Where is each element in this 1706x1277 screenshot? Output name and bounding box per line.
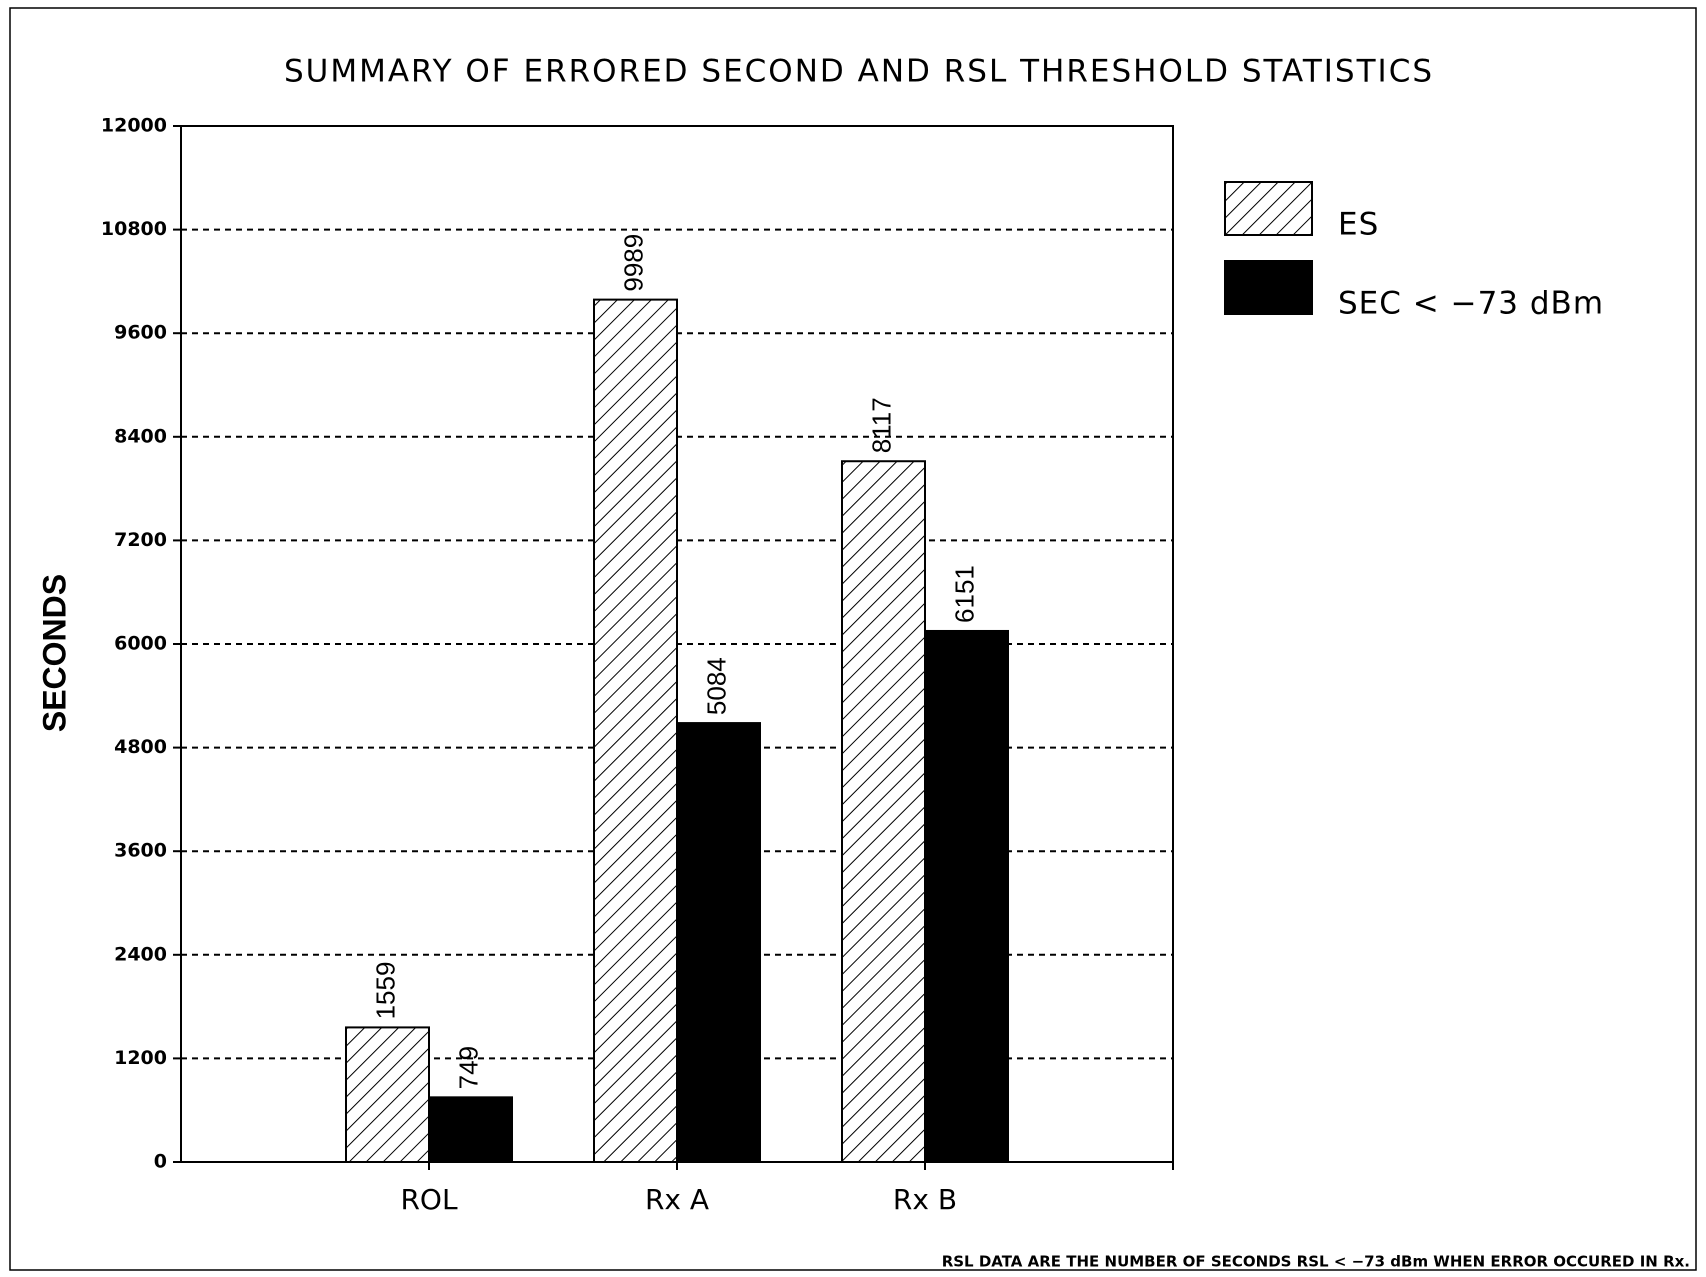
y-tick-label: 6000 [114, 633, 167, 655]
y-tick-label: 0 [154, 1151, 167, 1173]
y-tick-label: 2400 [114, 943, 167, 965]
bar [345, 1026, 430, 1164]
y-tick-label: 7200 [114, 529, 167, 551]
y-tick-label: 3600 [114, 840, 167, 862]
chart-title: SUMMARY OF ERRORED SECOND AND RSL THRESH… [284, 54, 1434, 90]
legend-label: SEC < −73 dBm [1338, 286, 1604, 322]
x-tick-label: Rx A [645, 1183, 709, 1216]
x-tick-label: ROL [400, 1183, 457, 1216]
y-tick-label: 12000 [101, 115, 167, 137]
legend-swatch [1224, 260, 1313, 315]
value-label: 6151 [949, 565, 979, 623]
frame [9, 7, 1697, 1271]
legend-label: ES [1338, 207, 1379, 243]
footnote: RSL DATA ARE THE NUMBER OF SECONDS RSL <… [942, 1253, 1690, 1271]
y-tick-label: 9600 [114, 322, 167, 344]
bar [428, 1096, 513, 1163]
y-axis-label: SECONDS [36, 574, 72, 732]
y-tick-label: 10800 [101, 218, 167, 240]
y-tick-label: 1200 [114, 1047, 167, 1069]
value-label: 5084 [701, 657, 731, 715]
bar [841, 460, 926, 1163]
bar [593, 298, 678, 1163]
value-label: 1559 [370, 962, 400, 1020]
bar [676, 722, 761, 1164]
x-tick-label: Rx B [893, 1183, 957, 1216]
value-label: 9989 [618, 234, 648, 292]
bar [924, 629, 1009, 1163]
y-tick-label: 8400 [114, 425, 167, 447]
value-label: 749 [453, 1046, 483, 1089]
y-tick-label: 4800 [114, 736, 167, 758]
legend-swatch [1224, 181, 1313, 236]
value-label: 8117 [866, 397, 896, 453]
